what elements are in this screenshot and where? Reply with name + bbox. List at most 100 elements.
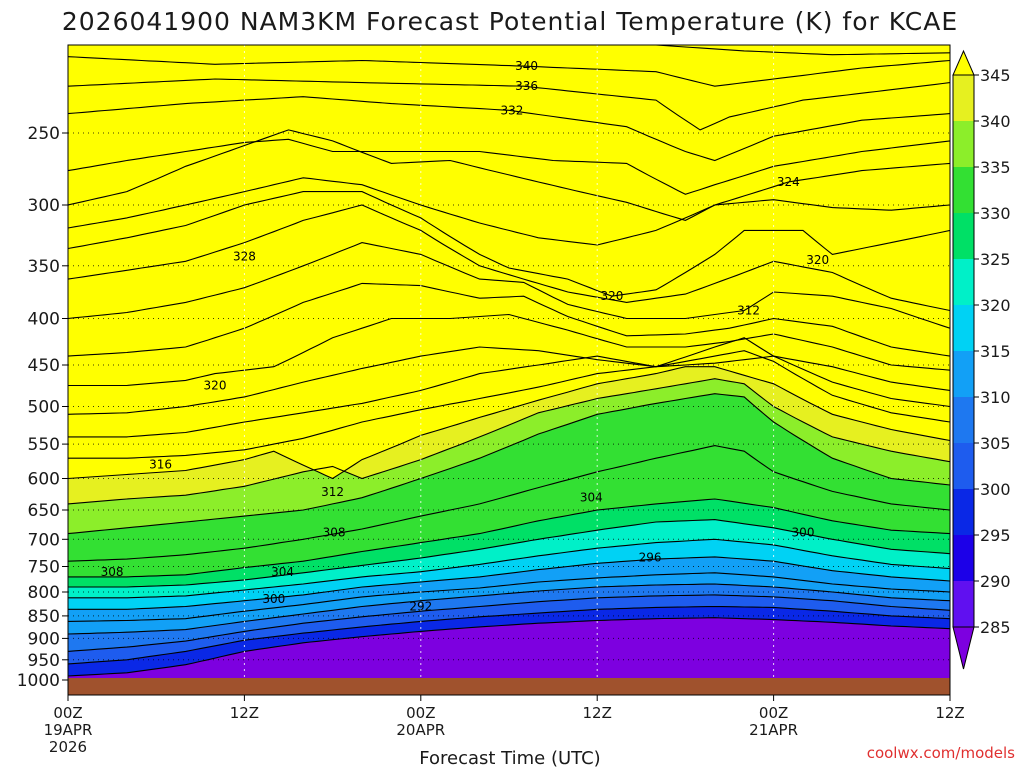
colorbar-segment-325 [953,213,974,259]
colorbar-tick-label: 345 [980,66,1011,85]
y-tick-label: 300 [28,196,60,216]
isentrope-304 [68,282,950,357]
isentrope-296 [68,346,950,415]
theta-band-308 [68,205,950,329]
x-tick-label: 12Z [583,704,612,722]
isentrope-280 [68,378,950,505]
y-tick-label: 500 [28,398,60,418]
y-tick-label: 800 [28,583,60,603]
plot-frame [67,44,951,696]
y-tick-label: 950 [28,651,60,671]
colorbar-tick-label: 330 [980,204,1011,223]
colorbar-tick-label: 325 [980,250,1011,269]
isentrope-248 [68,583,950,635]
isentrope-336 [68,78,950,131]
colorbar-segment-305 [953,397,974,443]
colorbar-segment-300 [953,443,974,489]
y-tick-label: 700 [28,530,60,550]
isentrope-272 [68,445,950,562]
theta-band-320 [68,129,950,245]
colorbar-tick-label: 285 [980,618,1011,637]
isentrope-244 [68,594,950,652]
x-tick-label: 20APR [396,721,445,739]
isentrope-308 [68,242,950,329]
colorbar-segment-330 [953,167,974,213]
theta-band-top [68,45,950,55]
theta-band-336 [68,56,950,130]
contour-label: 320 [204,379,227,393]
contour-label: 336 [515,79,538,93]
contour-label: 296 [639,550,662,564]
x-tick-label: 19APR [44,721,93,739]
isentrope-344 [68,45,950,56]
theta-band-292 [68,337,950,437]
y-tick-label: 750 [28,558,60,578]
isentrope-236 [68,617,950,677]
theta-band-284 [68,350,950,479]
theta-band-280 [68,366,950,504]
isentrope-276 [68,393,950,535]
y-tick-label: 350 [28,257,60,277]
contour-label: 312 [321,485,344,499]
colorbar-segment-290 [953,535,974,581]
theta-bands [68,45,950,680]
theta-band-bottom [68,617,950,680]
y-axis: 2503003504004505005506006507007508008509… [17,124,68,691]
isentrope-264 [68,519,950,588]
y-tick-label: 650 [28,501,60,521]
x-tick-label: 00Z [406,704,435,722]
contour-label: 292 [409,600,432,614]
contour-label: 316 [149,457,172,471]
contour-label: 320 [806,253,829,267]
isentrope-252 [68,572,950,622]
credit-link[interactable]: coolwx.com/models [867,744,1015,762]
colorbar-segment-315 [953,305,974,351]
isentrope-260 [68,538,950,599]
contour-label: 300 [792,526,815,540]
ground-strip [68,678,950,695]
contour-label: 320 [600,289,623,303]
theta-band-272 [68,393,950,562]
contour-label: 312 [737,304,760,318]
theta-band-236 [68,606,950,676]
isentrope-316 [68,191,950,297]
theta-band-296 [68,314,950,415]
contour-label: 328 [233,250,256,264]
colorbar-segment-335 [953,121,974,167]
colorbar-tick-label: 315 [980,342,1011,361]
y-tick-label: 1000 [17,671,60,691]
isentrope-320 [68,177,950,246]
theta-band-312 [68,191,950,311]
theta-band-332 [68,79,950,161]
colorbar-segment-320 [953,259,974,305]
isentrope-284 [68,366,950,480]
x-tick-label: 00Z [759,704,788,722]
colorbar-segment-310 [953,351,974,397]
colorbar: 285 290 295 300 305 310 315 320 325 330 335 340 345 [952,49,1011,670]
colorbar-segment-340 [953,75,974,121]
isentrope-324 [68,129,950,221]
isentrope-288 [68,350,950,459]
colorbar-tick-label: 310 [980,388,1011,407]
contour-label: 300 [262,592,285,606]
isentrope-312 [68,204,950,312]
contour-label: 304 [580,491,603,505]
isentrope-340 [68,56,950,87]
colorbar-tick-label: 295 [980,526,1011,545]
isentrope-300 [68,313,950,387]
plot-area [68,45,950,680]
contour-label: 304 [271,565,294,579]
colorbar-tick-label: 340 [980,112,1011,131]
x-axis-label: Forecast Time (UTC) [419,748,600,768]
x-tick-label: 00Z [53,704,82,722]
x-tick-label: 12Z [935,704,964,722]
isentrope-268 [68,498,950,578]
x-tick-label: 12Z [230,704,259,722]
x-tick-label: 21APR [749,721,798,739]
colorbar-tick-label: 290 [980,572,1011,591]
theta-band-264 [68,499,950,587]
contour-label: 340 [515,59,538,73]
chart-title: 2026041900 NAM3KM Forecast Potential Tem… [62,7,958,36]
